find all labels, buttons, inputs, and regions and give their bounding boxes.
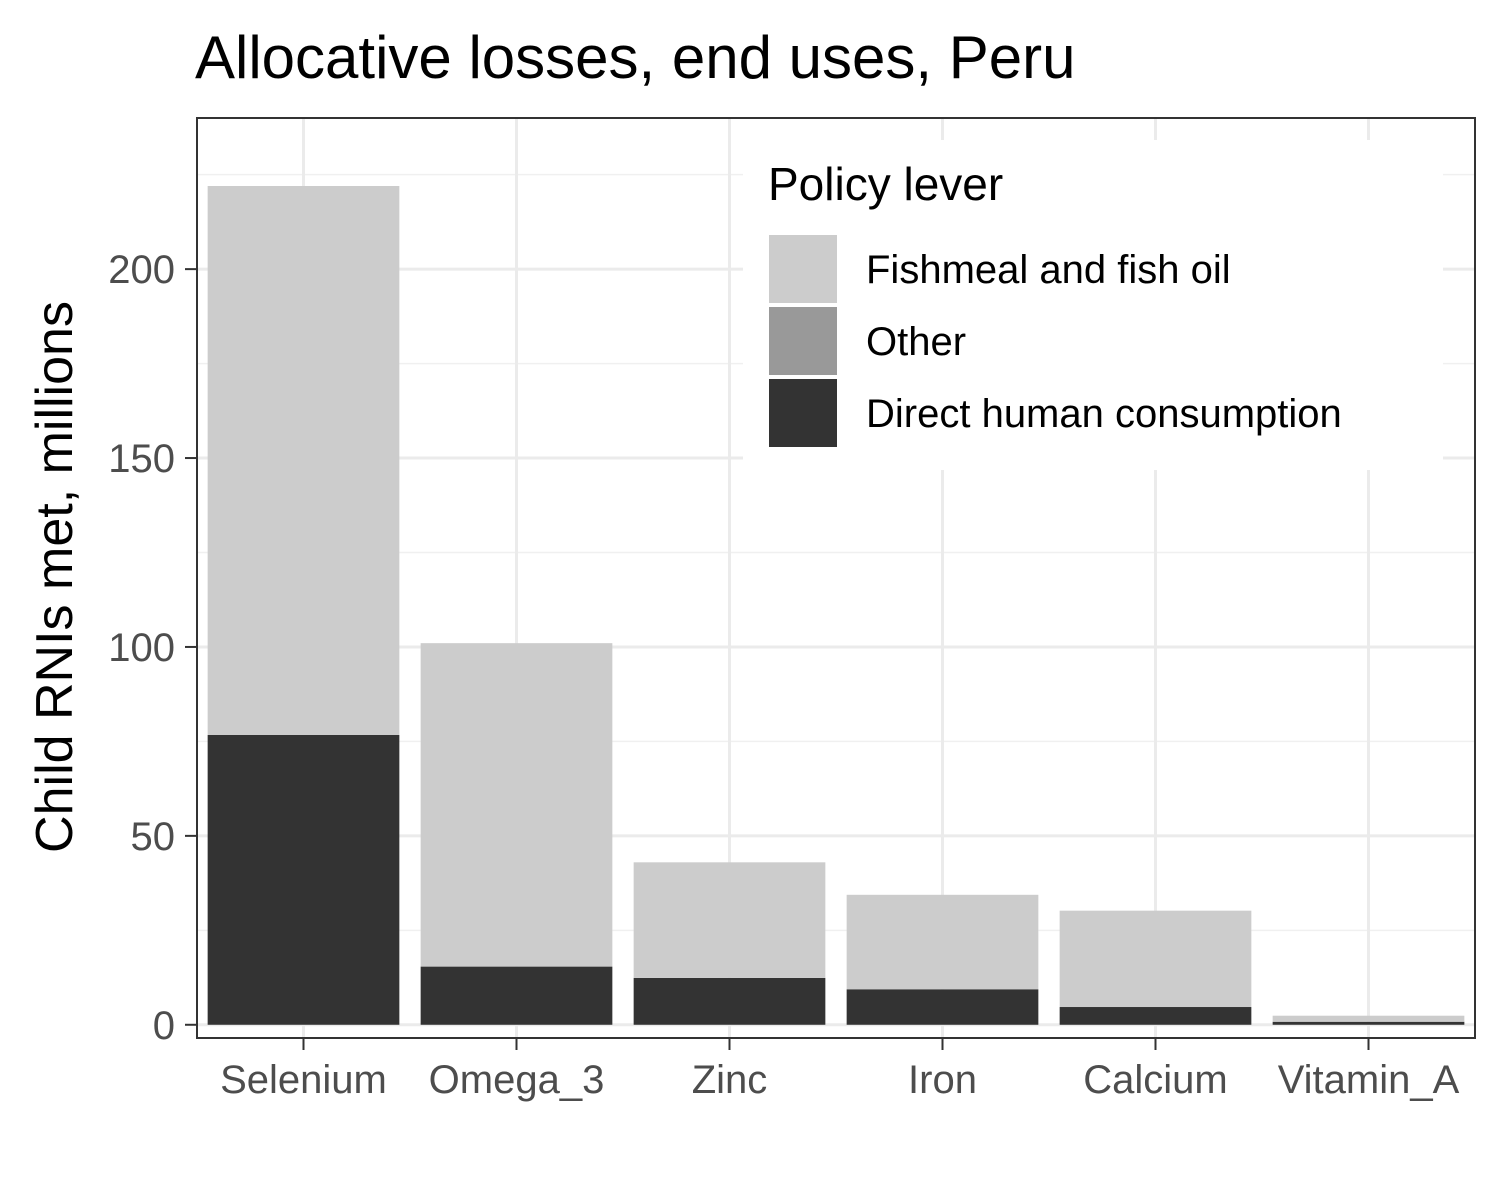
legend-title: Policy lever [768,158,1003,210]
chart-title: Allocative losses, end uses, Peru [195,24,1075,91]
bar-omega-3-fishmeal-and-fish-oil [420,643,613,967]
x-tick-label: Calcium [1083,1058,1227,1102]
legend: Policy lever Fishmeal and fish oil Other D… [743,140,1443,470]
y-tick-label: 50 [131,815,176,859]
x-tick-label: Vitamin_A [1278,1058,1460,1102]
bar-omega-3-direct-human-consumption [420,966,613,1025]
legend-background [743,140,1443,470]
y-tick-label: 0 [153,1004,175,1048]
legend-key [769,307,837,375]
bar-vitamin-a-fishmeal-and-fish-oil [1272,1015,1465,1022]
bar-iron-fishmeal-and-fish-oil [846,894,1039,990]
bar-calcium-direct-human-consumption [1059,1007,1252,1025]
y-tick-label: 200 [108,248,175,292]
x-tick-label: Selenium [220,1058,387,1102]
bar-iron-direct-human-consumption [846,989,1039,1025]
axis-layer: 0 50 100 150 200 Selenium Omega_3 Zinc Iron Calci… [108,248,1459,1102]
bar-selenium-direct-human-consumption [207,734,400,1025]
bars-layer [207,186,1465,1025]
y-axis-title: Child RNIs met, millions [26,301,84,853]
bar-vitamin-a-direct-human-consumption [1272,1021,1465,1025]
x-tick-label: Omega_3 [429,1058,605,1102]
bar-zinc-fishmeal-and-fish-oil [633,862,826,978]
legend-key [769,235,837,303]
legend-label: Fishmeal and fish oil [866,248,1231,292]
y-tick-label: 150 [108,437,175,481]
x-tick-label: Iron [908,1058,977,1102]
bar-zinc-direct-human-consumption [633,977,826,1025]
legend-entries: Fishmeal and fish oil Other Direct human c… [769,235,1342,447]
x-tick-label: Zinc [692,1058,768,1102]
legend-label: Other [866,320,966,364]
bar-calcium-fishmeal-and-fish-oil [1059,910,1252,1008]
plot-panel-border [196,117,1476,1039]
bar-selenium-fishmeal-and-fish-oil [207,186,400,735]
legend-label: Direct human consumption [866,392,1342,436]
y-tick-label: 100 [108,626,175,670]
legend-key [769,379,837,447]
